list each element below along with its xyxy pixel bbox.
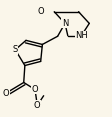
- Text: S: S: [13, 45, 18, 54]
- Text: NH: NH: [74, 31, 87, 40]
- Text: O: O: [38, 7, 44, 16]
- Text: O: O: [31, 85, 38, 94]
- Text: O: O: [34, 101, 40, 110]
- Text: O: O: [3, 89, 9, 97]
- Text: N: N: [61, 19, 68, 28]
